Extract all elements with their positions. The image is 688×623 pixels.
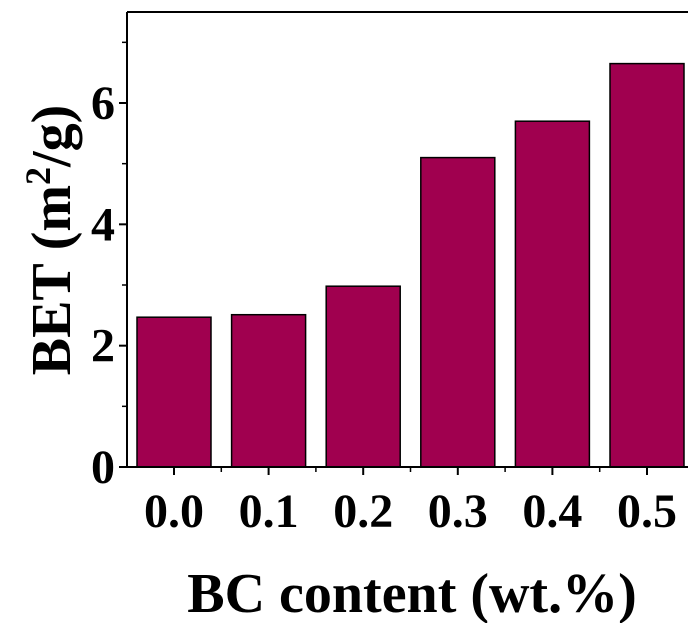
- x-tick-label-0.5: 0.5: [617, 485, 677, 538]
- y-axis-title-superscript: 2: [18, 167, 58, 185]
- bar-0.2: [325, 285, 401, 468]
- bar-0.3: [420, 156, 496, 468]
- x-tick-label-0.2: 0.2: [333, 485, 393, 538]
- x-ticks-group: 0.0 0.1 0.2 0.3 0.4 0.5: [144, 467, 677, 538]
- y-axis-title: BET (m2/g): [18, 105, 83, 376]
- bar-0.4: [514, 120, 591, 468]
- y-tick-label-6: 6: [91, 77, 115, 130]
- x-tick-label-0.4: 0.4: [522, 485, 582, 538]
- bar-0.0: [136, 316, 212, 468]
- bar-0.1: [230, 313, 307, 468]
- y-tick-label-4: 4: [91, 198, 115, 251]
- bar-0.5: [609, 62, 685, 468]
- y-ticks-group: 0 2 4 6: [91, 41, 127, 494]
- bars-group: [136, 62, 685, 468]
- y-axis-title-suffix: /g): [21, 105, 83, 168]
- x-axis-title: BC content (wt.%): [187, 563, 636, 623]
- y-tick-label-2: 2: [91, 320, 115, 373]
- y-tick-label-0: 0: [91, 441, 115, 494]
- x-tick-label-0.3: 0.3: [428, 485, 488, 538]
- y-axis-title-prefix: BET (m: [21, 185, 83, 375]
- x-tick-label-0.0: 0.0: [144, 485, 204, 538]
- axes-group: [126, 11, 688, 468]
- x-tick-label-0.1: 0.1: [239, 485, 299, 538]
